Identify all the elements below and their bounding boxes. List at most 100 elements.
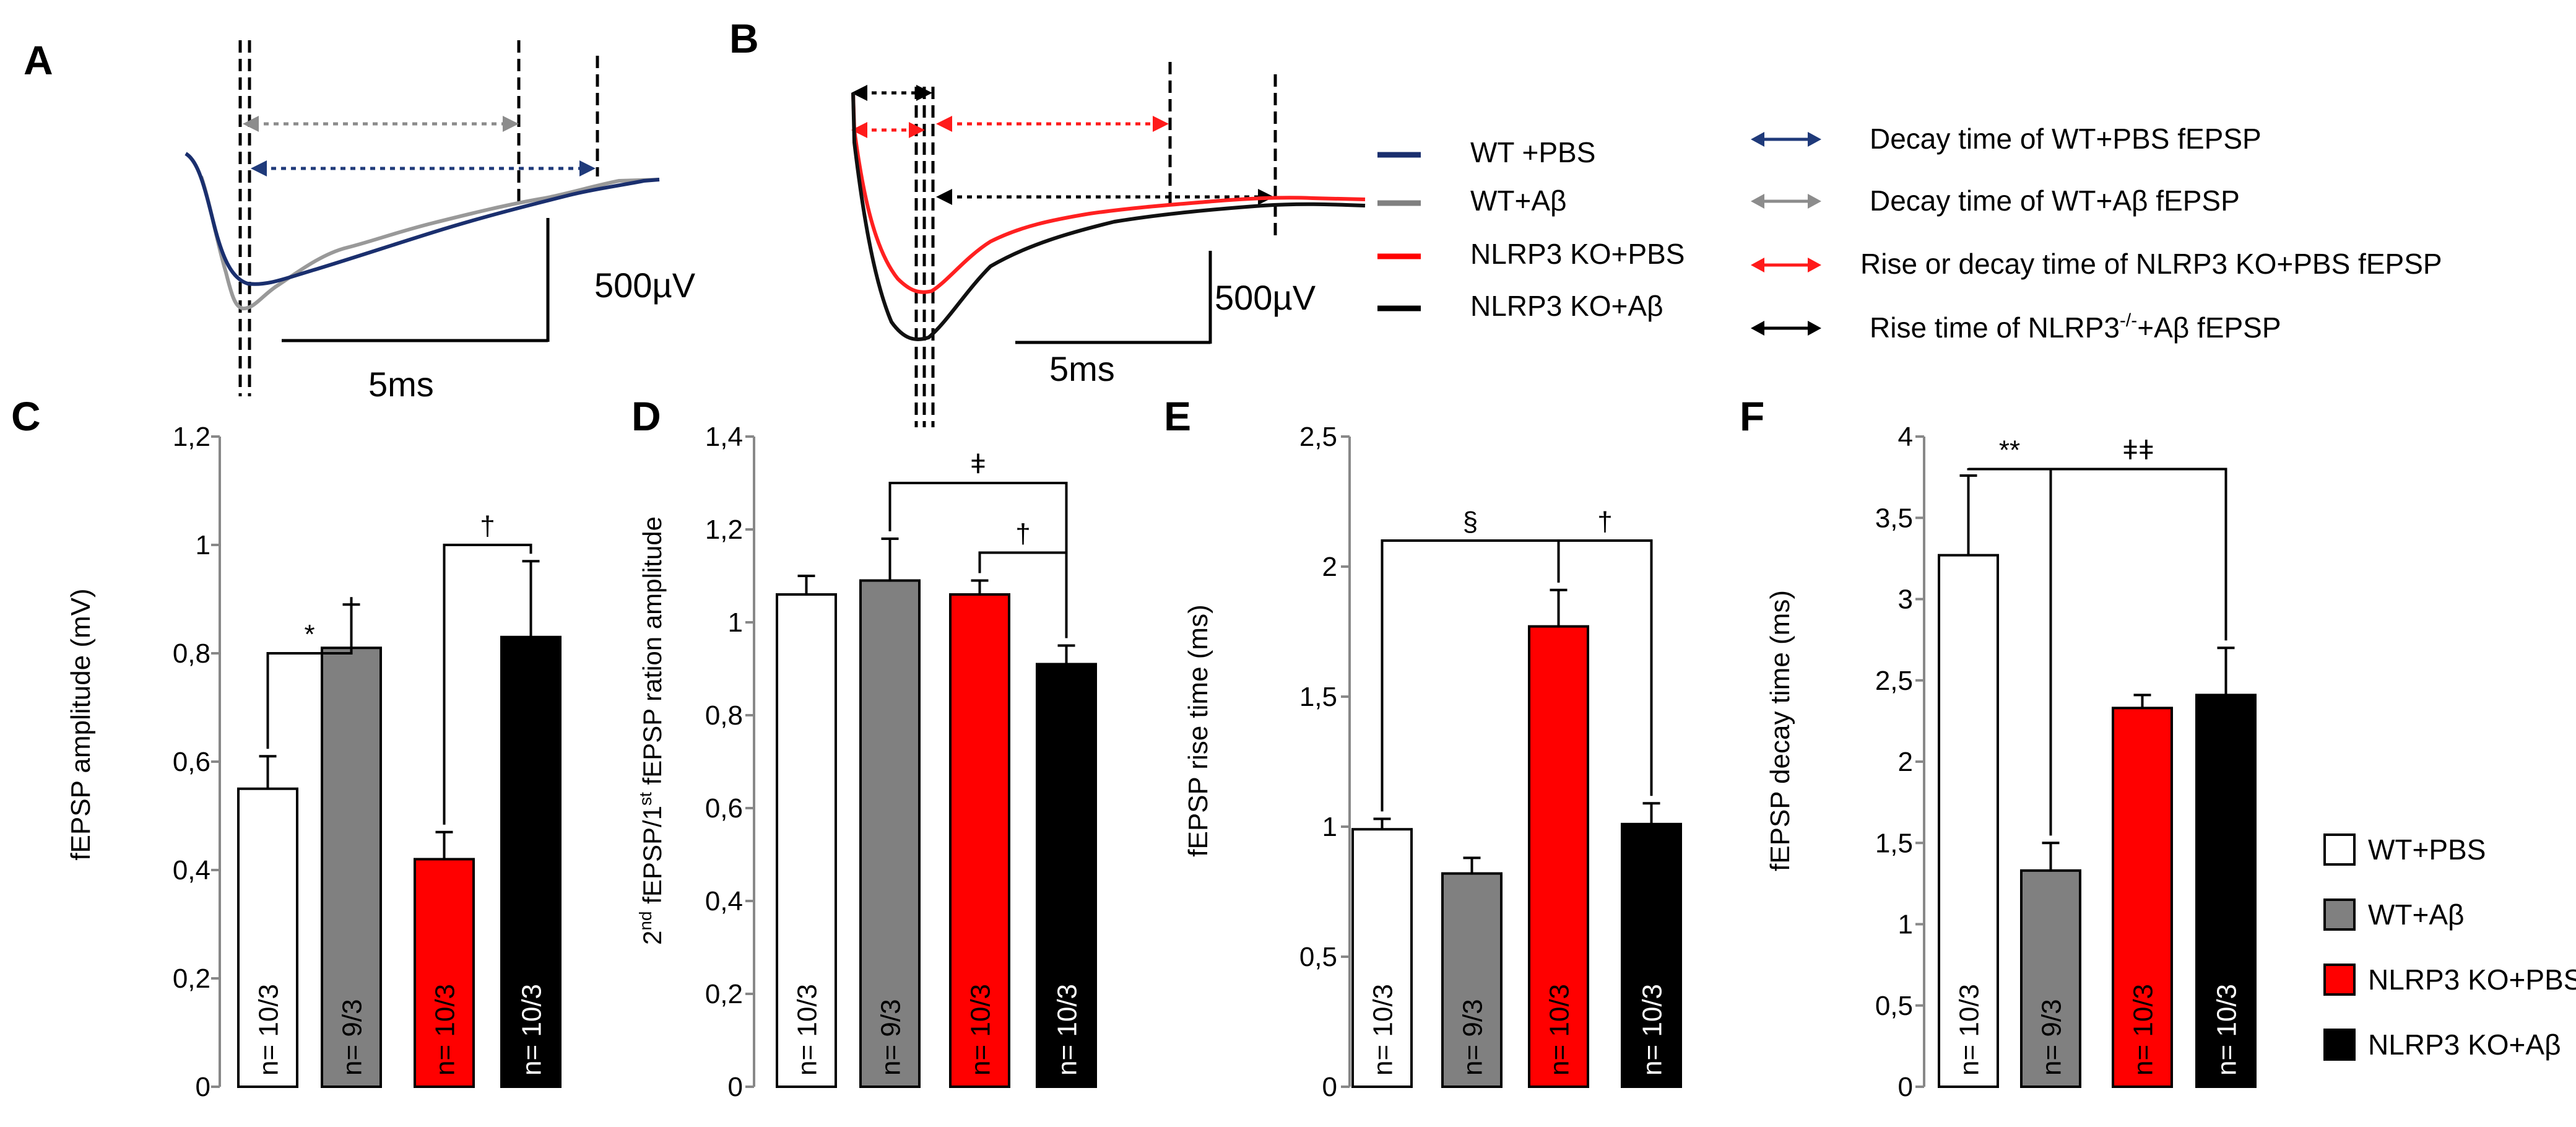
bar xyxy=(859,579,921,1088)
trace-wt-pbs xyxy=(184,152,660,286)
y-axis-title-c: fEPSP amplitude (mV) xyxy=(66,588,96,860)
n-label: n= 10/3 xyxy=(1954,984,1985,1076)
bar xyxy=(776,593,837,1088)
y-tick-label: 1,5 xyxy=(1299,682,1337,712)
arrow-head xyxy=(909,122,925,138)
y-tick-label: 0,5 xyxy=(1299,942,1337,972)
arrow-legend-label-pre: Rise time of NLRP3 xyxy=(1870,311,2120,344)
arrow-head xyxy=(851,85,867,101)
ylabel-d-pre: 2 xyxy=(638,931,667,945)
y-tick-label: 0,4 xyxy=(705,886,743,916)
arrow-legend-label-post: +Aβ fEPSP xyxy=(2137,311,2281,344)
y-tick-label: 4 xyxy=(1898,422,1913,452)
panel-letter-f: F xyxy=(1740,393,1764,439)
n-label: n= 9/3 xyxy=(1458,999,1488,1076)
n-label: n= 10/3 xyxy=(430,984,461,1076)
trace-legend-label: NLRP3 KO+PBS xyxy=(1470,238,1685,270)
arrow-head xyxy=(936,116,952,132)
y-tick-label: 0 xyxy=(196,1072,210,1102)
scale-label-time: 5ms xyxy=(368,365,434,404)
scale-label-voltage: 500µV xyxy=(594,266,696,305)
bar xyxy=(1621,822,1682,1089)
significance-label: ** xyxy=(1999,435,2020,466)
y-tick-label: 1,5 xyxy=(1875,828,1913,858)
chart-d: 0 0,2 0,4 0,6 0,8 1 1,2 1,4 n= 10/3 n= 9/3 n= 10/3… xyxy=(705,422,1097,1102)
n-label: n= 9/3 xyxy=(337,999,368,1076)
scale-label-voltage: 500µV xyxy=(1215,278,1316,317)
legend-swatch-wt-abeta xyxy=(2323,899,2356,931)
scale-label-time: 5ms xyxy=(1049,349,1115,388)
arrow-legend-item: Rise time of NLRP3-/-+Aβ fEPSP xyxy=(1751,310,2281,344)
arrow-legend: Decay time of WT+PBS fEPSP Decay time of… xyxy=(1751,123,2442,344)
ylabel-d-post: fEPSP ration amplitude xyxy=(638,516,667,792)
y-tick-label: 3 xyxy=(1898,585,1913,615)
bar xyxy=(500,635,562,1088)
y-tick-label: 2,5 xyxy=(1299,422,1337,452)
y-tick-label: 1,2 xyxy=(705,515,743,545)
n-label: n= 10/3 xyxy=(2128,984,2159,1076)
bar xyxy=(1938,554,1999,1088)
bar xyxy=(237,787,298,1088)
significance-label: † xyxy=(480,511,495,541)
n-label: n= 9/3 xyxy=(2037,999,2067,1076)
arrow-head xyxy=(1808,321,1821,336)
ylabel-d-sup1: nd xyxy=(636,911,655,930)
y-tick-label: 1 xyxy=(728,607,743,638)
arrow-head xyxy=(251,160,267,176)
panel-letter-e: E xyxy=(1164,393,1191,439)
bar-legend: WT+PBS WT+Aβ NLRP3 KO+PBS NLRP3 KO+Aβ xyxy=(2323,833,2576,1061)
n-label: n= 9/3 xyxy=(876,999,906,1076)
y-tick-label: 1 xyxy=(1322,812,1337,842)
significance-bracket xyxy=(443,544,532,825)
y-axis-title-d: 2nd fEPSP/1st fEPSP ration amplitude xyxy=(636,516,667,945)
bar xyxy=(1441,872,1503,1088)
chart-c: 0 0,2 0,4 0,6 0,8 1 1,2 n= 10/3 n= 9/3 n= 10/3 n= … xyxy=(173,422,562,1102)
n-label: n= 10/3 xyxy=(1545,984,1575,1076)
y-tick-label: 0,2 xyxy=(705,979,743,1009)
chart-f: 0 0,5 1 1,5 2 2,5 3 3,5 4 n= 10/3 n= 9/3 n= 10/3 n= … xyxy=(1875,422,2257,1102)
significance-label: § xyxy=(1463,507,1478,537)
panel-letter-b: B xyxy=(729,15,759,61)
significance-bracket xyxy=(2049,468,2227,836)
panel-a-traces: 500µV 5ms xyxy=(184,40,696,404)
arrow-legend-item: Decay time of WT+PBS fEPSP xyxy=(1751,123,2262,155)
bar xyxy=(2112,707,2173,1088)
arrow-legend-item: Decay time of WT+Aβ fEPSP xyxy=(1751,185,2240,217)
arrow-head xyxy=(916,85,932,101)
panel-letter-a: A xyxy=(24,37,53,83)
trace-legend-label: WT +PBS xyxy=(1470,136,1595,168)
y-tick-label: 3,5 xyxy=(1875,503,1913,533)
n-label: n= 10/3 xyxy=(1368,984,1399,1076)
arrow-head xyxy=(579,160,596,176)
significance-bracket xyxy=(978,551,1068,638)
arrow-legend-item: Rise or decay time of NLRP3 KO+PBS fEPSP xyxy=(1751,248,2442,280)
n-label: n= 10/3 xyxy=(792,984,823,1076)
bar xyxy=(1528,625,1589,1088)
arrow-head xyxy=(1808,194,1821,209)
y-tick-label: 0,6 xyxy=(705,793,743,824)
y-tick-label: 0 xyxy=(1898,1072,1913,1102)
arrow-legend-label: Decay time of WT+Aβ fEPSP xyxy=(1870,185,2240,217)
panel-letter-d: D xyxy=(631,393,661,439)
arrow-head xyxy=(243,116,259,132)
arrow-head xyxy=(851,122,867,138)
y-tick-label: 0 xyxy=(728,1072,743,1102)
bar xyxy=(2195,694,2257,1088)
ylabel-d-mid: fEPSP/1 xyxy=(638,806,667,911)
arrow-head xyxy=(1751,258,1764,272)
trace-wt-abeta xyxy=(199,176,660,311)
arrow-head xyxy=(1751,321,1764,336)
n-label: n= 10/3 xyxy=(2212,984,2242,1076)
trace-ko-abeta xyxy=(851,92,1366,341)
trace-ko-pbs xyxy=(851,92,1366,294)
y-tick-label: 1,4 xyxy=(705,422,743,452)
significance-label: † xyxy=(1015,519,1030,549)
significance-label: ǂǂ xyxy=(2122,435,2154,466)
y-tick-label: 1 xyxy=(1898,910,1913,940)
y-tick-label: 2 xyxy=(1322,552,1337,582)
bar-legend-label: NLRP3 KO+Aβ xyxy=(2368,1029,2561,1061)
bar-legend-label: WT+Aβ xyxy=(2368,899,2465,931)
y-tick-label: 2 xyxy=(1898,747,1913,777)
bar-legend-label: WT+PBS xyxy=(2368,833,2486,866)
